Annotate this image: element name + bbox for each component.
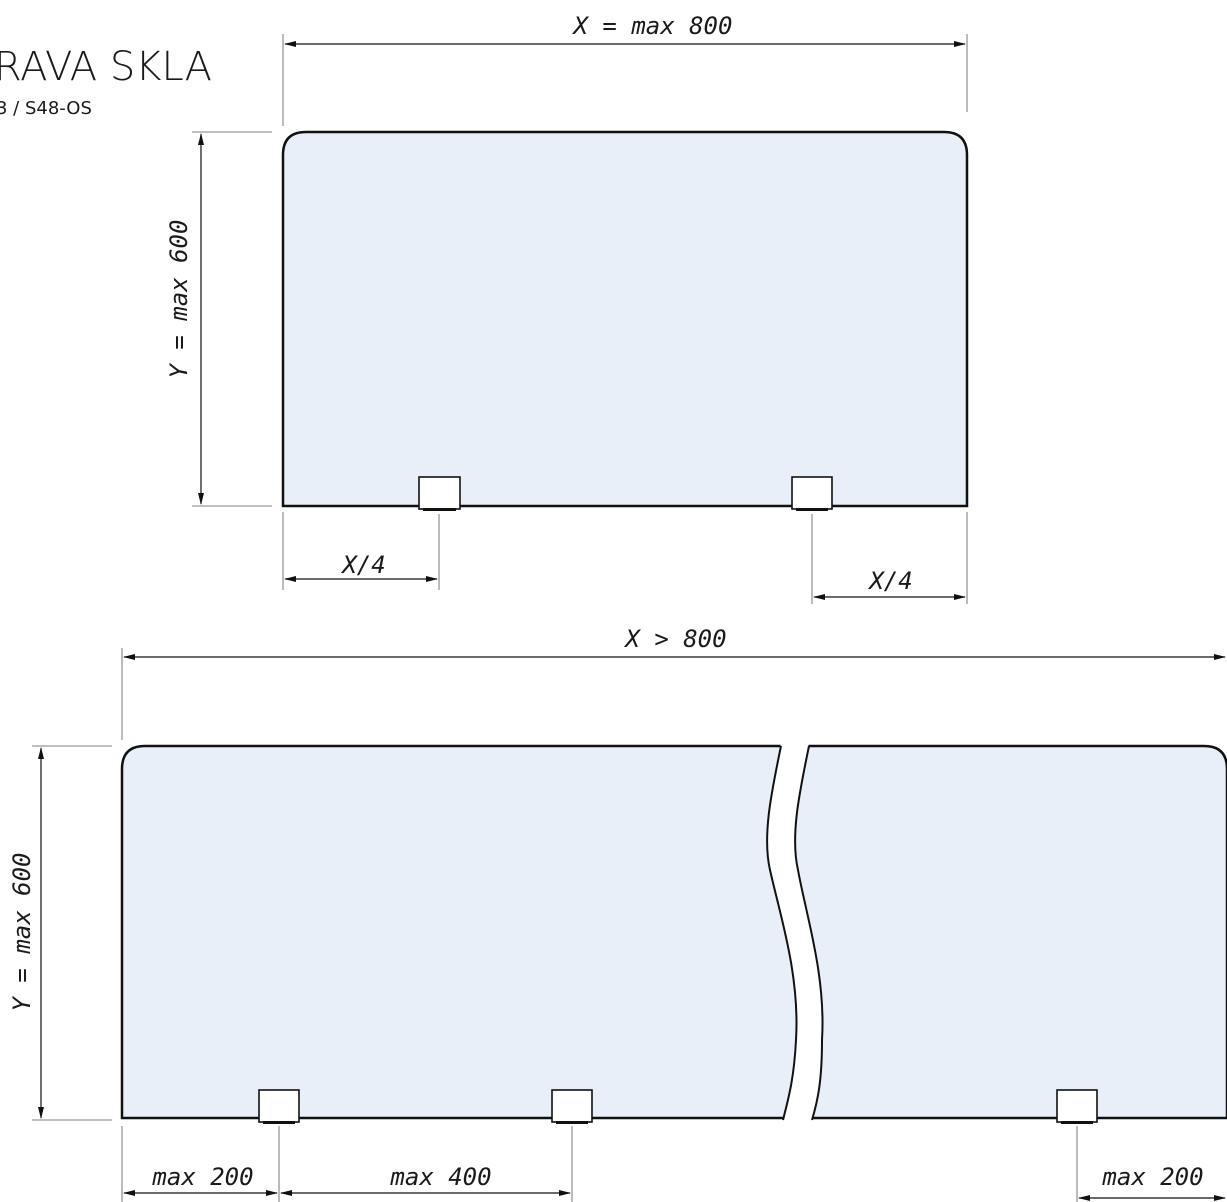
lower-width-label: X > 800	[623, 625, 726, 653]
upper-clamp-right	[791, 476, 833, 511]
lower-clamp-1	[258, 1089, 300, 1124]
lower-right-edge-label: max 200	[1101, 1163, 1203, 1191]
lower-clamp-3	[1056, 1089, 1098, 1124]
page-title: RAVA SKLA	[0, 44, 212, 90]
lower-left-edge-label: max 200	[151, 1163, 253, 1191]
upper-glass-panel	[281, 130, 969, 508]
page-subtitle: 3 / S48-OS	[0, 98, 92, 119]
upper-left-offset-label: X/4	[340, 551, 385, 579]
upper-width-label: X = max 800	[572, 12, 733, 40]
lower-glass-panel	[120, 744, 1227, 1120]
upper-clamp-left	[418, 476, 461, 511]
panel-break-left-edge	[766, 745, 798, 1121]
upper-height-label: Y = max 600	[165, 220, 193, 379]
upper-panel: X = max 800 Y = max 600 X/4 X/4	[165, 12, 969, 604]
panel-break-right-edge	[794, 745, 824, 1121]
panel-break-gap	[767, 743, 823, 1124]
lower-spacing-label: max 400	[389, 1163, 491, 1191]
lower-height-label: Y = max 600	[8, 853, 36, 1012]
lower-clamp-2	[551, 1089, 593, 1124]
lower-panel: X > 800 Y = max 600 max 200 max 400 max …	[8, 625, 1227, 1202]
upper-right-offset-label: X/4	[867, 567, 912, 595]
